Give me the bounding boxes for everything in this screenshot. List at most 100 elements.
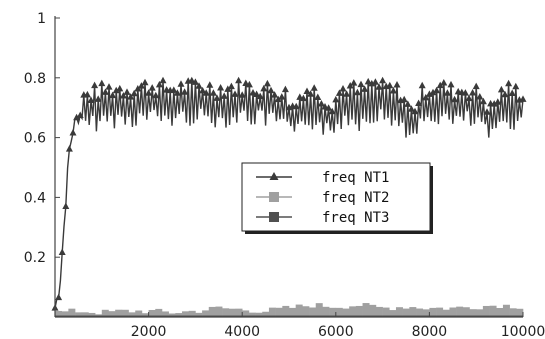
series-1-point-80 (195, 82, 203, 89)
series-2-bar-56 (429, 307, 437, 317)
series-3-bar-3 (75, 315, 83, 317)
series-2-bar-50 (389, 310, 397, 317)
series-3-bar-12 (135, 315, 143, 317)
series-1-point-168 (353, 88, 361, 96)
series-3-bar-30 (255, 315, 263, 317)
series-1-point-156 (332, 95, 340, 103)
series-3-bar-60 (456, 315, 464, 317)
series-3-bar-46 (362, 315, 370, 317)
series-2-bar-38 (309, 307, 317, 317)
series-1-point-166 (350, 79, 358, 86)
series-1-point-28 (101, 88, 109, 95)
series-1-point-172 (361, 85, 369, 92)
series-1-point-250 (501, 90, 509, 98)
series-2-bar-23 (208, 306, 216, 317)
series-1-point-220 (447, 80, 455, 88)
series-3-bar-31 (262, 315, 270, 317)
series-2-bar-42 (335, 307, 343, 317)
series-1-point-244 (490, 100, 498, 107)
series-3-bar-53 (409, 315, 417, 317)
series-3 (55, 315, 524, 317)
series-1-point-178 (371, 78, 379, 85)
series-3-bar-33 (275, 315, 283, 317)
series-2-bar-14 (148, 309, 156, 317)
series-1-point-96 (224, 85, 232, 92)
series-1-point-46 (134, 85, 142, 92)
series-1-point-180 (375, 83, 383, 90)
series-3-bar-10 (121, 315, 129, 317)
series-2-bar-68 (509, 308, 517, 317)
legend-marker-3 (269, 212, 279, 222)
series-3-bar-4 (81, 315, 89, 317)
series-1-point-222 (451, 95, 459, 103)
series-2-bar-13 (141, 313, 149, 317)
series-1-point-210 (429, 88, 437, 96)
legend-marker-2 (269, 192, 279, 202)
series-1-point-142 (307, 90, 315, 97)
series-1-point-10 (69, 129, 77, 136)
series-3-bar-66 (496, 315, 504, 317)
series-3-bar-6 (95, 315, 103, 317)
series-2-bar-5 (88, 312, 96, 317)
series-1-point-56 (152, 91, 160, 99)
series-3-bar-26 (228, 315, 236, 317)
series-1-point-204 (418, 81, 426, 89)
series-1-point-252 (505, 79, 513, 87)
series-3-bar-51 (395, 315, 403, 317)
series-1-point-94 (220, 92, 228, 99)
y-tick-label-0: 0.2 (24, 250, 46, 266)
series-3-bar-68 (509, 315, 517, 317)
series-3-bar-35 (289, 315, 296, 317)
series-1-point-260 (519, 95, 527, 102)
y-tick-label-1: 0.4 (24, 190, 46, 206)
series-3-bar-8 (108, 315, 116, 317)
series-1-point-58 (155, 80, 163, 88)
series-3-bar-67 (502, 315, 510, 317)
series-1-point-52 (145, 89, 153, 96)
series-1-point-254 (508, 89, 516, 97)
series-1-point-100 (231, 90, 239, 97)
series-2-bar-62 (469, 309, 477, 317)
series-2-bar-67 (502, 304, 510, 317)
series-1-point-208 (425, 90, 433, 97)
series-1-point-144 (310, 84, 318, 91)
series-3-bar-42 (335, 315, 343, 317)
series-2-bar-40 (322, 306, 330, 317)
series-1-point-240 (483, 108, 491, 115)
series-1-point-182 (379, 76, 387, 84)
series-1-point-92 (217, 83, 225, 91)
series-1-point-4 (58, 248, 66, 256)
series-3-bar-37 (302, 315, 310, 317)
legend-marker-1 (269, 172, 279, 180)
series-2-bar-21 (195, 312, 203, 317)
series-1-point-236 (476, 92, 484, 100)
series-3-bar-52 (402, 315, 410, 317)
series-3-bar-11 (128, 315, 136, 317)
series-1-point-160 (339, 85, 347, 92)
series-2 (55, 303, 524, 317)
series-1-point-218 (443, 89, 451, 96)
series-1-point-48 (137, 82, 145, 89)
series-2-bar-15 (155, 308, 163, 317)
series-3-bar-36 (295, 315, 303, 317)
series-2-bar-64 (482, 305, 490, 317)
series-1-point-42 (127, 93, 135, 100)
series-layer (51, 76, 527, 317)
series-1-point-36 (116, 84, 124, 92)
series-3-bar-43 (342, 315, 350, 317)
series-3-bar-5 (88, 315, 96, 317)
series-2-bar-37 (302, 306, 310, 317)
series-3-bar-64 (482, 315, 490, 317)
x-tick-label-0: 2000 (131, 324, 167, 339)
series-1-point-86 (206, 81, 214, 88)
series-1-point-126 (278, 93, 286, 100)
series-3-bar-24 (215, 315, 223, 317)
series-1-point-146 (314, 93, 322, 101)
series-1-point-212 (433, 86, 441, 94)
series-1-point-114 (256, 92, 264, 100)
series-2-bar-10 (121, 309, 129, 317)
series-1-point-152 (325, 104, 333, 111)
series-3-bar-0 (55, 315, 62, 317)
series-1-point-128 (281, 85, 289, 93)
